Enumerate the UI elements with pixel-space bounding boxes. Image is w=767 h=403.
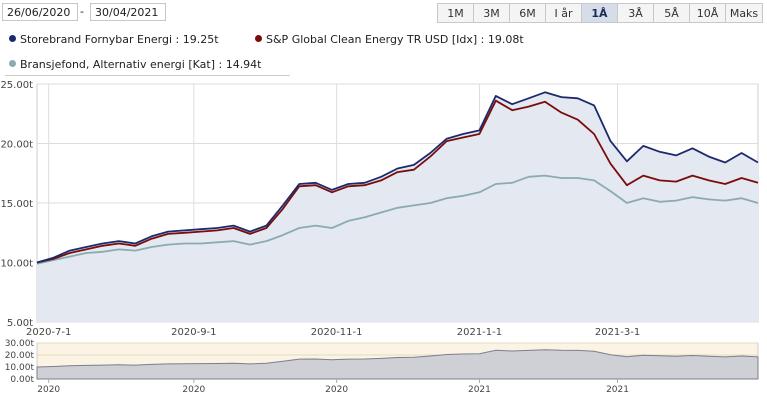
range-button-5y[interactable]: 5Å [653,3,690,23]
x-tick-label: 2021-3-1 [595,327,640,338]
range-button-10y[interactable]: 10Å [689,3,726,23]
x-tick-label: 2020-9-1 [171,327,216,338]
legend-label: S&P Global Clean Energy TR USD [Idx] : 1… [266,33,524,46]
y-tick-label: 5.00t [7,318,33,329]
legend-item-bransjefond[interactable]: Bransjefond, Alternativ energi [Kat] : 1… [9,58,262,72]
y-tick-label: 15.00t [0,199,33,210]
navigator-y-tick-label: 0.00t [10,375,34,385]
series-line [36,99,759,264]
range-button-max[interactable]: Maks [725,3,763,23]
navigator-series-area [36,349,759,380]
main-plot-area[interactable]: 5.00t 10.00t 15.00t 20.00t 25.00t 2020-7-1 202… [0,80,759,338]
legend-divider [5,75,290,76]
navigator-x-tick-label: 2021 [606,385,629,395]
y-tick-label: 25.00t [0,80,33,91]
navigator-x-tick-label: 2020 [37,385,60,395]
range-button-1m[interactable]: 1M [437,3,474,23]
y-tick-label: 20.00t [0,140,33,151]
legend-item-storebrand[interactable]: Storebrand Fornybar Energi : 19.25t [9,33,219,47]
series-line [36,91,759,264]
x-tick-label: 2021-1-1 [457,327,502,338]
navigator-plot-area[interactable]: 0.00t 10.00t 20.00t 30.00t 2020 2020 2020 2021 2… [5,339,759,395]
legend-item-sp-global[interactable]: S&P Global Clean Energy TR USD [Idx] : 1… [255,33,524,47]
legend-label: Bransjefond, Alternativ energi [Kat] : 1… [20,58,262,71]
date-range-separator: - [80,5,84,18]
navigator-x-tick-label: 2020 [182,385,205,395]
legend-dot-icon [9,60,16,67]
navigator-y-tick-label: 20.00t [5,351,35,361]
date-to-input[interactable]: 30/04/2021 [90,3,166,21]
navigator-y-tick-label: 10.00t [5,363,35,373]
range-button-ytd[interactable]: I år [545,3,582,23]
legend-dot-icon [255,35,262,42]
range-button-6m[interactable]: 6M [509,3,546,23]
x-tick-label: 2020-7-1 [26,327,71,338]
navigator-x-tick-label: 2020 [325,385,348,395]
y-tick-label: 10.00t [0,259,33,270]
navigator-x-tick-label: 2021 [468,385,491,395]
navigator-y-tick-label: 30.00t [5,339,35,349]
legend-dot-icon [9,35,16,42]
series-line [36,174,759,265]
date-from-input[interactable]: 26/06/2020 [2,3,78,21]
x-tick-label: 2020-11-1 [311,327,363,338]
legend-label: Storebrand Fornybar Energi : 19.25t [20,33,219,46]
range-button-3y[interactable]: 3Å [617,3,654,23]
